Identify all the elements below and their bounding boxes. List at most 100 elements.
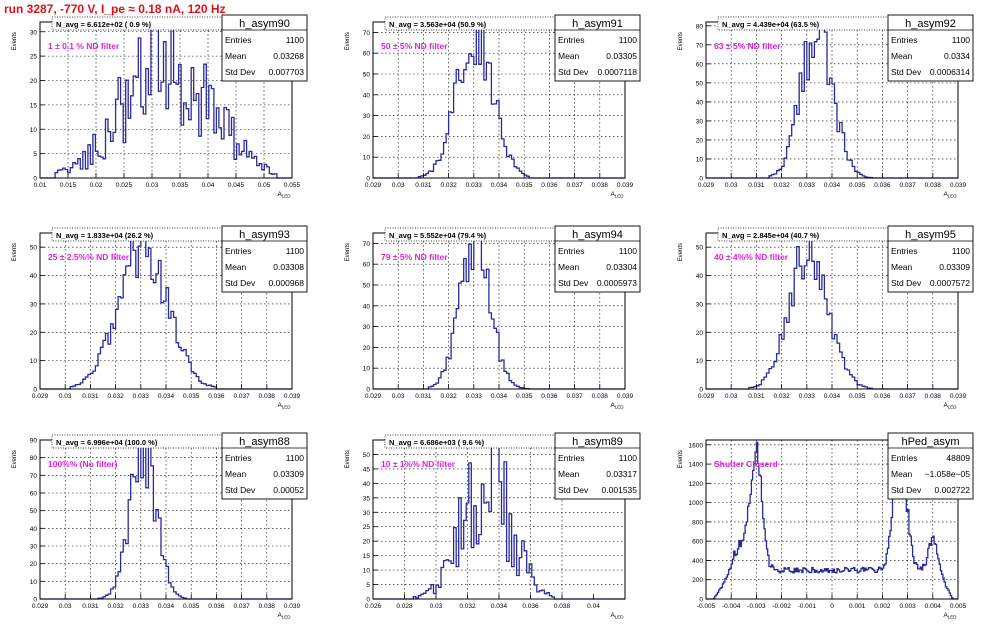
y-tick-label: 0 xyxy=(699,387,703,394)
y-axis-label: Events xyxy=(678,32,684,50)
stats-title: h_asym90 xyxy=(239,18,290,30)
stats-label: Entries xyxy=(225,453,251,463)
x-tick-label: 0.035 xyxy=(516,393,533,400)
y-tick-label: 1200 xyxy=(689,481,704,488)
navg-box: N_avg = 1.833e+04 (26.2 %) xyxy=(51,227,225,242)
navg-text: N_avg = 5.552e+04 (79.4 %) xyxy=(389,231,487,240)
x-tick-label: 0.04 xyxy=(202,182,215,189)
x-tick-label: 0.036 xyxy=(541,182,558,189)
x-axis-label: ALED xyxy=(610,191,624,199)
y-tick-label: 10 xyxy=(30,579,38,586)
y-tick-label: 40 xyxy=(30,273,38,280)
navg-box: N_avg = 2.845e+04 (40.7 %) xyxy=(717,227,891,242)
stats-title: h_asym94 xyxy=(572,229,623,241)
x-tick-label: 0.038 xyxy=(554,603,571,610)
x-tick-label: -0.002 xyxy=(772,603,791,610)
x-tick-label: 0.032 xyxy=(107,603,124,610)
stats-frame xyxy=(221,432,308,500)
stats-label: Mean xyxy=(891,51,913,61)
x-tick-label: 0.034 xyxy=(158,603,175,610)
x-tick-label: 0.029 xyxy=(698,182,715,189)
y-tick-label: 50 xyxy=(30,508,38,515)
y-tick-label: 0 xyxy=(366,387,370,394)
navg-text: N_avg = 1.833e+04 (26.2 %) xyxy=(56,231,154,240)
stats-label: Mean xyxy=(558,469,580,479)
stats-value: 0.03309 xyxy=(273,469,304,479)
x-tick-label: 0.002 xyxy=(874,603,891,610)
histogram-panel-h_asym89: 0.026 0.028 0.03 0.032 0.034 0.036 0.038 0.04 0 5… xyxy=(345,432,641,620)
x-tick-label: 0.031 xyxy=(415,393,432,400)
stats-box: h_asym94 Entries 1100 Mean 0.03304 Std Dev 0.0… xyxy=(554,225,641,293)
histogram-panel-h_asym88: 0.029 0.03 0.031 0.032 0.033 0.034 0.035 0.036 0… xyxy=(12,432,308,620)
x-axis-label: ALED xyxy=(610,612,624,620)
stats-box: h_asym88 Entries 1100 Mean 0.03309 Std Dev 0.0… xyxy=(221,432,308,500)
histogram-panel-h_asym90: 0.01 0.015 0.02 0.025 0.03 0.035 0.04 0.045 0.05… xyxy=(12,14,308,199)
y-tick-label: 60 xyxy=(363,262,371,269)
stats-label: Std Dev xyxy=(225,67,256,77)
y-tick-label: 25 xyxy=(363,524,371,531)
stats-label: Mean xyxy=(558,51,580,61)
stats-label: Mean xyxy=(225,262,247,272)
x-tick-label: 0.03 xyxy=(725,182,738,189)
x-tick-label: 0.033 xyxy=(799,182,816,189)
x-tick-label: 0.03 xyxy=(59,603,72,610)
stats-value: 48809 xyxy=(946,453,970,463)
stats-label: Std Dev xyxy=(891,485,922,495)
stats-title: h_asym93 xyxy=(239,229,290,241)
x-tick-label: 0.031 xyxy=(82,393,99,400)
y-tick-label: 30 xyxy=(363,510,371,517)
x-tick-label: 0.035 xyxy=(172,182,189,189)
x-tick-label: 0.038 xyxy=(259,603,276,610)
x-tick-label: 0.032 xyxy=(459,603,476,610)
stats-label: Std Dev xyxy=(225,278,256,288)
y-tick-label: 70 xyxy=(30,473,38,480)
x-tick-label: 0.03 xyxy=(392,393,405,400)
stats-value: 0.03308 xyxy=(273,262,304,272)
stats-label: Std Dev xyxy=(558,67,589,77)
y-tick-label: 10 xyxy=(363,568,371,575)
y-tick-label: 90 xyxy=(30,438,38,445)
stats-title: h_asym88 xyxy=(239,436,290,448)
y-tick-label: 30 xyxy=(696,301,704,308)
x-tick-label: 0.029 xyxy=(32,393,49,400)
histogram-panel-h_asym93: 0.029 0.03 0.031 0.032 0.033 0.034 0.035 0.036 0… xyxy=(12,225,308,410)
y-tick-label: 800 xyxy=(692,519,703,526)
stats-value: 1100 xyxy=(619,246,638,256)
x-tick-label: 0.033 xyxy=(466,182,483,189)
x-tick-label: 0.029 xyxy=(365,393,382,400)
y-tick-label: 20 xyxy=(696,330,704,337)
x-tick-label: 0.025 xyxy=(116,182,133,189)
stats-value: 1100 xyxy=(619,453,638,463)
y-tick-label: 20 xyxy=(30,561,38,568)
x-tick-label: 0.03 xyxy=(430,603,443,610)
y-tick-label: 50 xyxy=(696,245,704,252)
y-tick-label: 20 xyxy=(363,345,371,352)
stats-label: Entries xyxy=(891,246,917,256)
stats-value: 0.03309 xyxy=(939,262,970,272)
x-axis-label: ALED xyxy=(943,191,957,199)
x-tick-label: 0.032 xyxy=(773,182,790,189)
x-axis-label-subscript: LED xyxy=(615,194,625,199)
navg-box: N_avg = 4.439e+04 (63.5 %) xyxy=(717,16,891,31)
stats-label: Std Dev xyxy=(891,67,922,77)
x-tick-label: -0.005 xyxy=(697,603,716,610)
y-tick-label: 0 xyxy=(33,387,37,394)
stats-value: 0.0334 xyxy=(944,51,970,61)
x-tick-label: 0.033 xyxy=(133,603,150,610)
y-tick-label: 30 xyxy=(363,324,371,331)
stats-frame xyxy=(887,225,974,293)
x-tick-label: 0.032 xyxy=(440,182,457,189)
stats-value: 0.03317 xyxy=(606,469,637,479)
stats-box: h_asym90 Entries 1100 Mean 0.03268 Std Dev 0.0… xyxy=(221,14,308,82)
navg-text: N_avg = 6.612e+02 ( 0.9 %) xyxy=(56,20,152,29)
stats-value: 0.0007118 xyxy=(597,67,637,77)
x-tick-label: 0.036 xyxy=(522,603,539,610)
stats-frame xyxy=(221,225,308,293)
y-axis-label: Events xyxy=(12,32,18,50)
y-tick-label: 40 xyxy=(363,303,371,310)
x-tick-label: 0.034 xyxy=(491,393,508,400)
stats-value: 1100 xyxy=(952,35,971,45)
filter-annotation: 100%% (No filter) xyxy=(48,459,118,469)
x-tick-label: 0.037 xyxy=(566,182,583,189)
